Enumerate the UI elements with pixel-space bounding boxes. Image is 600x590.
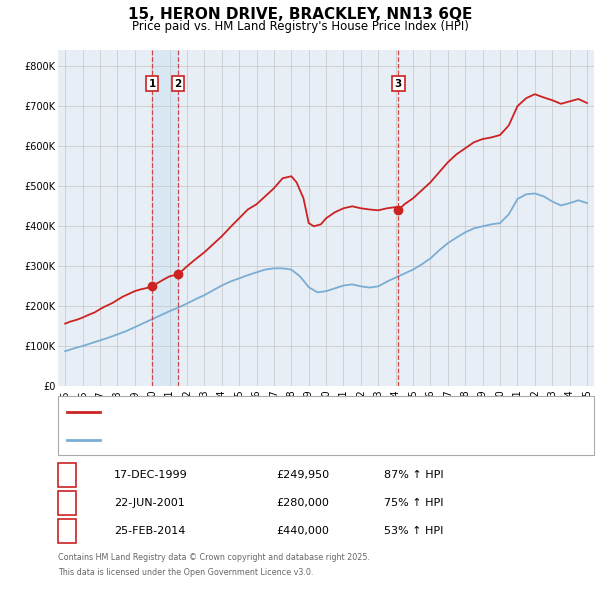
Text: 53% ↑ HPI: 53% ↑ HPI — [384, 526, 443, 536]
Text: Price paid vs. HM Land Registry's House Price Index (HPI): Price paid vs. HM Land Registry's House … — [131, 20, 469, 33]
Text: £249,950: £249,950 — [276, 470, 329, 480]
Text: 15, HERON DRIVE, BRACKLEY, NN13 6QE: 15, HERON DRIVE, BRACKLEY, NN13 6QE — [128, 7, 472, 22]
Text: 87% ↑ HPI: 87% ↑ HPI — [384, 470, 443, 480]
Text: £440,000: £440,000 — [276, 526, 329, 536]
Text: 25-FEB-2014: 25-FEB-2014 — [114, 526, 185, 536]
Text: 75% ↑ HPI: 75% ↑ HPI — [384, 498, 443, 508]
Text: 15, HERON DRIVE, BRACKLEY, NN13 6QE (detached house): 15, HERON DRIVE, BRACKLEY, NN13 6QE (det… — [107, 408, 401, 417]
Text: 2: 2 — [175, 79, 182, 88]
Text: 2: 2 — [64, 498, 71, 508]
Text: 1: 1 — [64, 470, 71, 480]
Text: Contains HM Land Registry data © Crown copyright and database right 2025.: Contains HM Land Registry data © Crown c… — [58, 553, 370, 562]
Text: 1: 1 — [149, 79, 156, 88]
Text: 3: 3 — [395, 79, 402, 88]
Text: 17-DEC-1999: 17-DEC-1999 — [114, 470, 188, 480]
Text: 3: 3 — [64, 526, 71, 536]
Text: £280,000: £280,000 — [276, 498, 329, 508]
Bar — [152, 50, 178, 386]
Text: 22-JUN-2001: 22-JUN-2001 — [114, 498, 185, 508]
Text: HPI: Average price, detached house, West Northamptonshire: HPI: Average price, detached house, West… — [107, 435, 409, 444]
Text: This data is licensed under the Open Government Licence v3.0.: This data is licensed under the Open Gov… — [58, 568, 314, 577]
